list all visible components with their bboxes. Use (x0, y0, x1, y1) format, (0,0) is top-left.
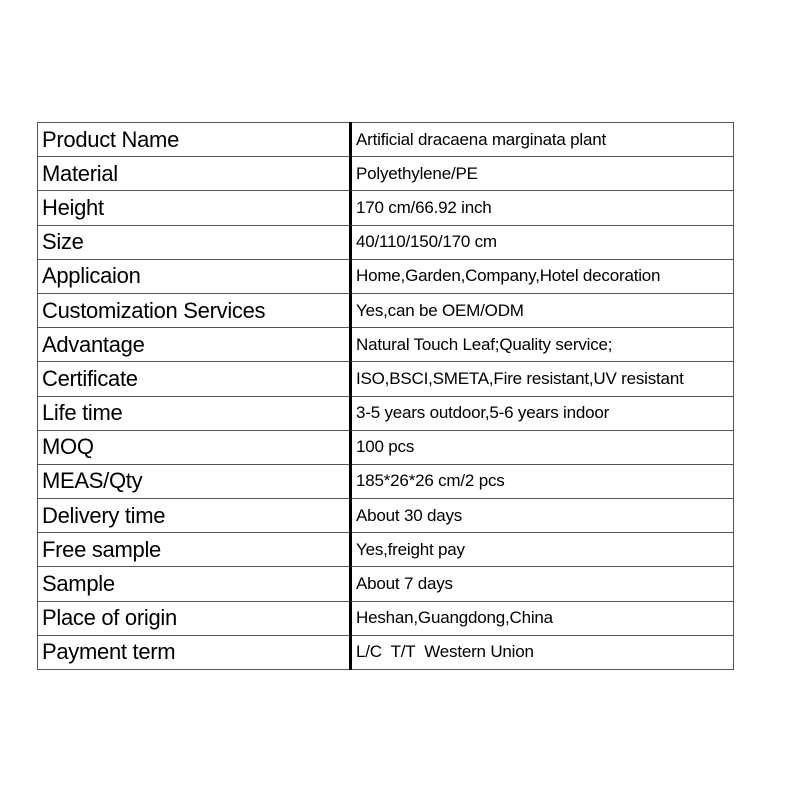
table-row: Payment term L/C T/T Western Union (37, 635, 734, 671)
table-row: Life time 3-5 years outdoor,5-6 years ind… (37, 396, 734, 431)
table-row: MOQ 100 pcs (37, 430, 734, 465)
spec-value: 100 pcs (349, 430, 734, 465)
spec-value: 40/110/150/170 cm (349, 225, 734, 260)
table-row: Height 170 cm/66.92 inch (37, 190, 734, 226)
spec-value: 170 cm/66.92 inch (349, 190, 734, 226)
spec-label: Customization Services (37, 293, 351, 329)
spec-label: Place of origin (37, 601, 351, 636)
spec-value: Yes,freight pay (349, 532, 734, 568)
spec-value: 3-5 years outdoor,5-6 years indoor (349, 396, 734, 431)
spec-value: Yes,can be OEM/ODM (349, 293, 734, 329)
spec-label: Advantage (37, 327, 351, 363)
spec-label: Size (37, 225, 351, 260)
spec-value: ISO,BSCI,SMETA,Fire resistant,UV resista… (349, 361, 734, 397)
spec-value: Natural Touch Leaf;Quality service; (349, 327, 734, 363)
spec-label: Material (37, 156, 351, 192)
spec-value: Artificial dracaena marginata plant (349, 122, 734, 158)
spec-label: Life time (37, 396, 351, 431)
spec-label: Free sample (37, 532, 351, 568)
product-spec-table: Product Name Artificial dracaena marginat… (37, 122, 734, 671)
table-row: Advantage Natural Touch Leaf;Quality serv… (37, 327, 734, 363)
table-row: Material Polyethylene/PE (37, 156, 734, 192)
spec-label: Certificate (37, 361, 351, 397)
spec-label: Payment term (37, 635, 351, 671)
table-row: Free sample Yes,freight pay (37, 532, 734, 568)
table-row: Applicaion Home,Garden,Company,Hotel deco… (37, 259, 734, 294)
spec-value: Home,Garden,Company,Hotel decoration (349, 259, 734, 294)
spec-value: Heshan,Guangdong,China (349, 601, 734, 636)
table-row: Customization Services Yes,can be OEM/ODM (37, 293, 734, 329)
spec-value: 185*26*26 cm/2 pcs (349, 464, 734, 500)
table-row: Product Name Artificial dracaena marginat… (37, 122, 734, 158)
spec-value: L/C T/T Western Union (349, 635, 734, 671)
table-row: Place of origin Heshan,Guangdong,China (37, 601, 734, 636)
spec-label: MEAS/Qty (37, 464, 351, 500)
spec-value: Polyethylene/PE (349, 156, 734, 192)
table-row: Delivery time About 30 days (37, 498, 734, 534)
spec-label: Product Name (37, 122, 351, 158)
spec-label: MOQ (37, 430, 351, 465)
table-row: Certificate ISO,BSCI,SMETA,Fire resistant… (37, 361, 734, 397)
spec-value: About 7 days (349, 566, 734, 602)
spec-label: Height (37, 190, 351, 226)
table-row: Sample About 7 days (37, 566, 734, 602)
table-row: Size 40/110/150/170 cm (37, 225, 734, 260)
spec-label: Delivery time (37, 498, 351, 534)
spec-value: About 30 days (349, 498, 734, 534)
table-row: MEAS/Qty 185*26*26 cm/2 pcs (37, 464, 734, 500)
spec-label: Sample (37, 566, 351, 602)
spec-label: Applicaion (37, 259, 351, 294)
